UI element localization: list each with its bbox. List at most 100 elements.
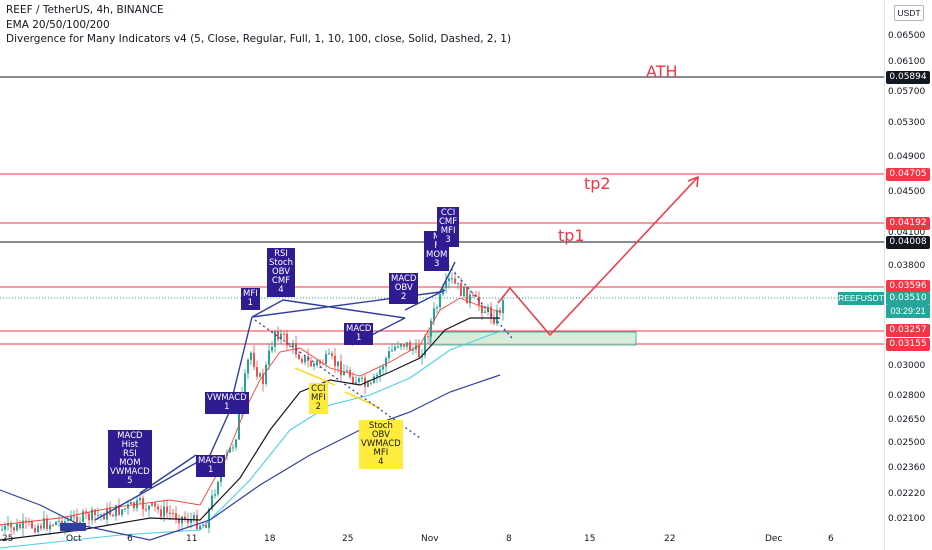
candle-body <box>25 520 27 522</box>
candle-body <box>172 512 174 514</box>
tp2-annotation: tp2 <box>584 174 611 193</box>
candle-body <box>370 382 372 384</box>
candle-body <box>262 373 264 384</box>
candle-body <box>502 300 504 314</box>
candle-body <box>52 524 54 526</box>
candle-body <box>169 512 171 514</box>
divergence-indicator-legend[interactable]: Divergence for Many Indicators v4 (5, Cl… <box>6 33 512 45</box>
price-tick: 0.02800 <box>888 391 926 401</box>
candle-body <box>424 336 426 356</box>
price-axis[interactable] <box>884 0 932 550</box>
candle-body <box>121 509 123 515</box>
price-tag-support-bottom: 0.03155 <box>886 338 930 351</box>
price-tag-resistance: 0.04008 <box>886 236 930 249</box>
candle-body <box>112 514 114 517</box>
candle-body <box>484 311 486 314</box>
candle-body <box>457 282 459 284</box>
ema-indicator-legend[interactable]: EMA 20/50/100/200 <box>6 19 110 31</box>
candle-body <box>451 278 453 280</box>
candle-body <box>391 350 393 352</box>
candle-body <box>355 382 357 384</box>
candle-body <box>178 519 180 524</box>
candle-body <box>439 294 441 308</box>
candle-body <box>82 511 84 522</box>
candle-body <box>430 320 432 337</box>
currency-selector[interactable]: USDT <box>894 5 924 21</box>
candle-body <box>310 360 312 367</box>
divergence-line <box>294 367 336 386</box>
candle-body <box>205 524 207 528</box>
candle-body <box>328 353 330 355</box>
divergence-line <box>282 299 406 319</box>
candle-body <box>127 504 129 509</box>
candle-body <box>88 513 90 521</box>
candle-body <box>277 331 279 340</box>
candle-body <box>148 505 150 510</box>
candle-body <box>4 525 6 530</box>
candle-body <box>13 527 15 531</box>
candle-body <box>469 294 471 304</box>
candle-body <box>253 352 255 368</box>
price-tick: 0.02650 <box>888 415 926 425</box>
price-tick: 0.03800 <box>888 261 926 271</box>
candle-body <box>151 502 153 506</box>
price-tag-level: 0.03596 <box>886 280 930 293</box>
candle-body <box>40 525 42 529</box>
price-tick: 0.05300 <box>888 118 926 128</box>
time-tick: 22 <box>664 534 676 544</box>
price-tick: 0.02100 <box>888 514 926 524</box>
candle-body <box>460 282 462 297</box>
divergence-label: Stoch OBV VWMACD MFI 4 <box>359 420 403 469</box>
time-tick: Dec <box>765 534 783 544</box>
candle-body <box>499 309 501 314</box>
candle-body <box>22 520 24 529</box>
candle-body <box>325 354 327 365</box>
candle-body <box>229 447 231 453</box>
candle-body <box>139 498 141 501</box>
divergence-label: VWMACD 1 <box>205 392 249 414</box>
divergence-line <box>251 299 284 318</box>
candle-body <box>379 369 381 375</box>
downtrend-line <box>447 264 513 339</box>
time-tick: 15 <box>584 534 596 544</box>
candle-body <box>256 367 258 377</box>
candle-body <box>493 318 495 324</box>
candle-body <box>94 509 96 516</box>
candle-body <box>34 528 36 533</box>
candle-body <box>283 333 285 335</box>
candle-body <box>157 506 159 510</box>
candle-body <box>115 505 117 517</box>
candle-body <box>436 307 438 309</box>
candle-body <box>196 515 198 530</box>
candle-body <box>232 447 234 449</box>
candle-body <box>130 502 132 505</box>
candle-body <box>244 373 246 393</box>
candle-body <box>373 376 375 384</box>
candle-body <box>259 373 261 377</box>
price-tick: 0.06500 <box>888 31 926 41</box>
price-tick: 0.04500 <box>888 187 926 197</box>
demand-zone <box>429 331 637 346</box>
ema20-line <box>0 297 501 526</box>
candle-body <box>145 509 147 511</box>
chart-title: REEF / TetherUS, 4h, BINANCE <box>6 4 164 16</box>
candle-body <box>67 519 69 522</box>
candle-body <box>1 529 3 531</box>
candle-body <box>340 361 342 376</box>
candle-body <box>43 518 45 529</box>
divergence-line <box>94 454 211 521</box>
candle-body <box>289 345 291 347</box>
candle-body <box>184 516 186 520</box>
candle-body <box>316 360 318 364</box>
candle-body <box>199 525 201 530</box>
candle-body <box>175 513 177 520</box>
time-tick: 18 <box>264 534 276 544</box>
candle-body <box>73 516 75 518</box>
candle-body <box>247 359 249 374</box>
candle-body <box>298 354 300 360</box>
time-tick: 25 <box>2 534 14 544</box>
price-tag-tp1: 0.04192 <box>886 217 930 230</box>
candle-body <box>214 494 216 496</box>
time-tick: 11 <box>186 534 198 544</box>
candle-body <box>433 308 435 321</box>
